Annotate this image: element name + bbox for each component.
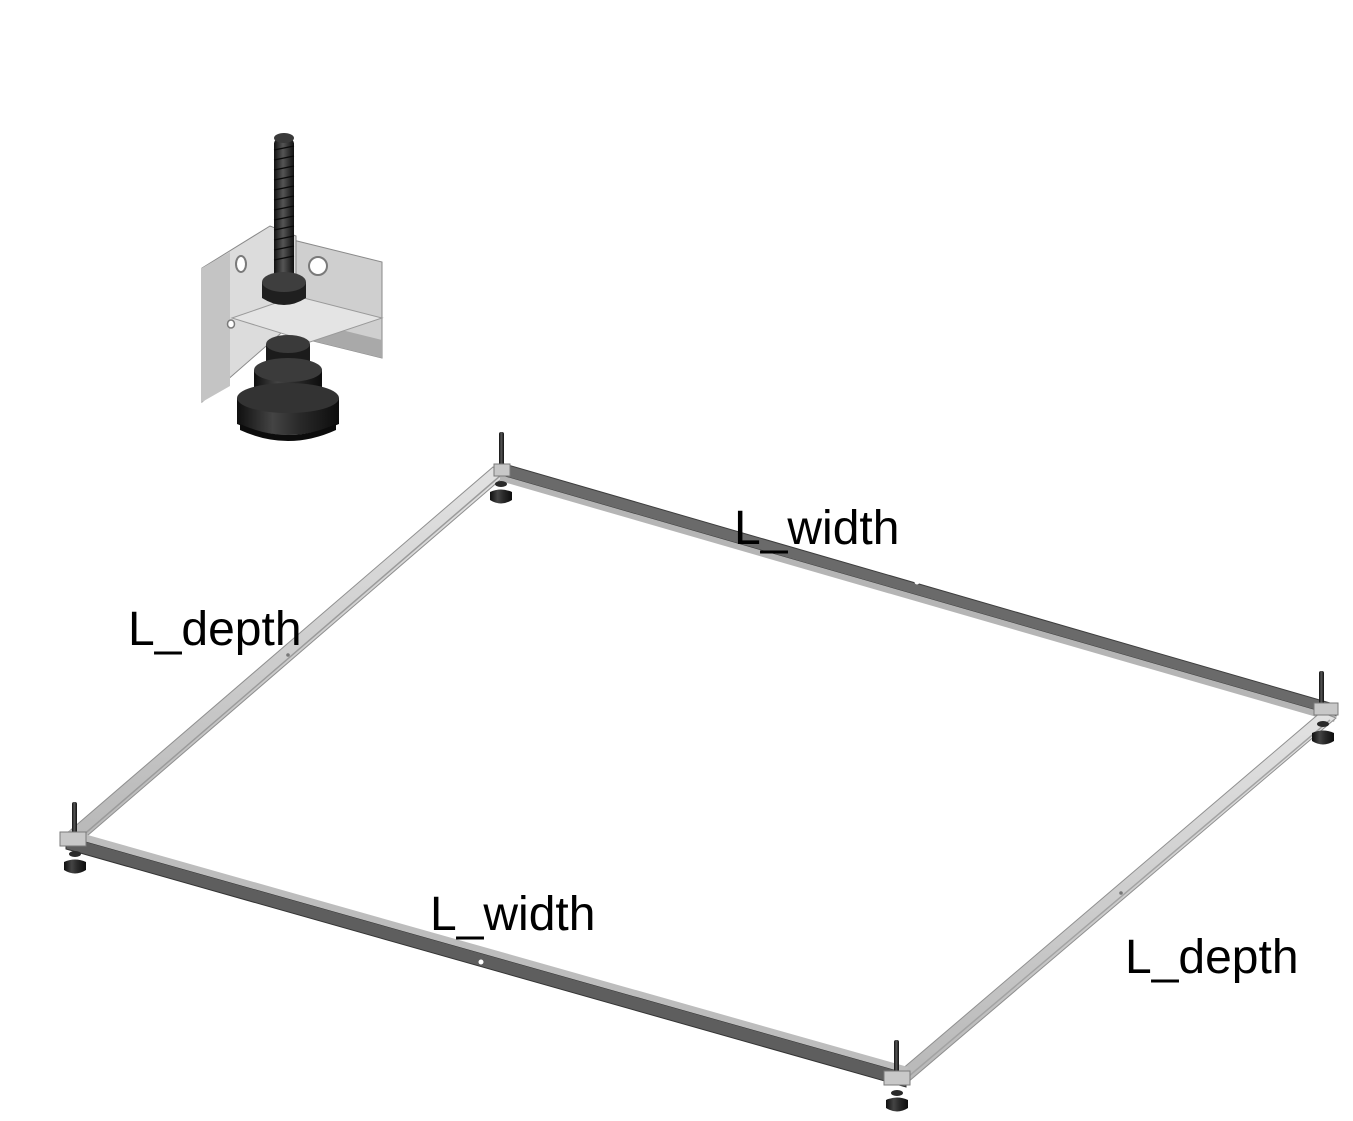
rail-bottom-width <box>65 835 907 1088</box>
detail-bolt-thread <box>273 145 295 261</box>
detail-foot-pad <box>240 424 336 441</box>
foot-nut <box>495 481 507 487</box>
rail-hole <box>286 653 290 657</box>
rail-hole <box>478 959 484 965</box>
label-left-depth: L_depth <box>128 603 302 656</box>
detail-bottom-nut-face <box>266 335 310 353</box>
label-top-width: L_width <box>734 502 900 555</box>
foot-nut <box>69 851 81 857</box>
detail-side-hole <box>235 255 247 273</box>
foot-bracket <box>1313 702 1339 716</box>
foot-base <box>490 489 512 504</box>
foot-nut <box>891 1090 903 1096</box>
corner-foot-right <box>1312 671 1339 745</box>
detail-top-nut-face <box>262 272 306 292</box>
foot-bracket <box>493 463 511 477</box>
label-bottom-width: L_width <box>430 888 596 941</box>
label-right-depth: L_depth <box>1125 931 1299 984</box>
foot-bolt <box>499 432 504 470</box>
detail-rail-side-face <box>202 252 230 402</box>
rail-top-width-lip <box>500 475 1336 722</box>
foot-base <box>886 1097 908 1112</box>
detail-foot-upper-face <box>254 358 322 382</box>
foot-bolt <box>72 802 77 840</box>
rail-right-depth-edge <box>901 719 1331 1083</box>
rail-hole <box>1119 891 1123 895</box>
corner-foot-left <box>59 802 87 874</box>
corner-foot-front <box>883 1040 911 1112</box>
foot-bracket <box>883 1070 911 1086</box>
foot-bracket <box>59 831 87 847</box>
foot-bolt <box>894 1040 899 1080</box>
corner-foot-back <box>490 432 512 504</box>
rail-hole <box>914 579 920 585</box>
foot-base <box>64 859 86 874</box>
rail-bottom-width-top <box>66 830 908 1073</box>
leveling-foot-detail <box>201 133 384 441</box>
base-frame <box>65 462 1338 1088</box>
detail-foot-base-face <box>237 383 339 413</box>
detail-rail-hole <box>308 256 328 276</box>
detail-side-hole-small <box>226 319 236 329</box>
rail-left-depth-edge <box>73 475 501 844</box>
foot-base <box>1312 730 1334 745</box>
rail-right-depth <box>893 711 1337 1083</box>
detail-bolt-tip <box>274 133 294 143</box>
rail-top-width <box>499 462 1338 717</box>
foot-nut <box>1317 721 1329 727</box>
foot-bolt <box>1319 671 1324 711</box>
